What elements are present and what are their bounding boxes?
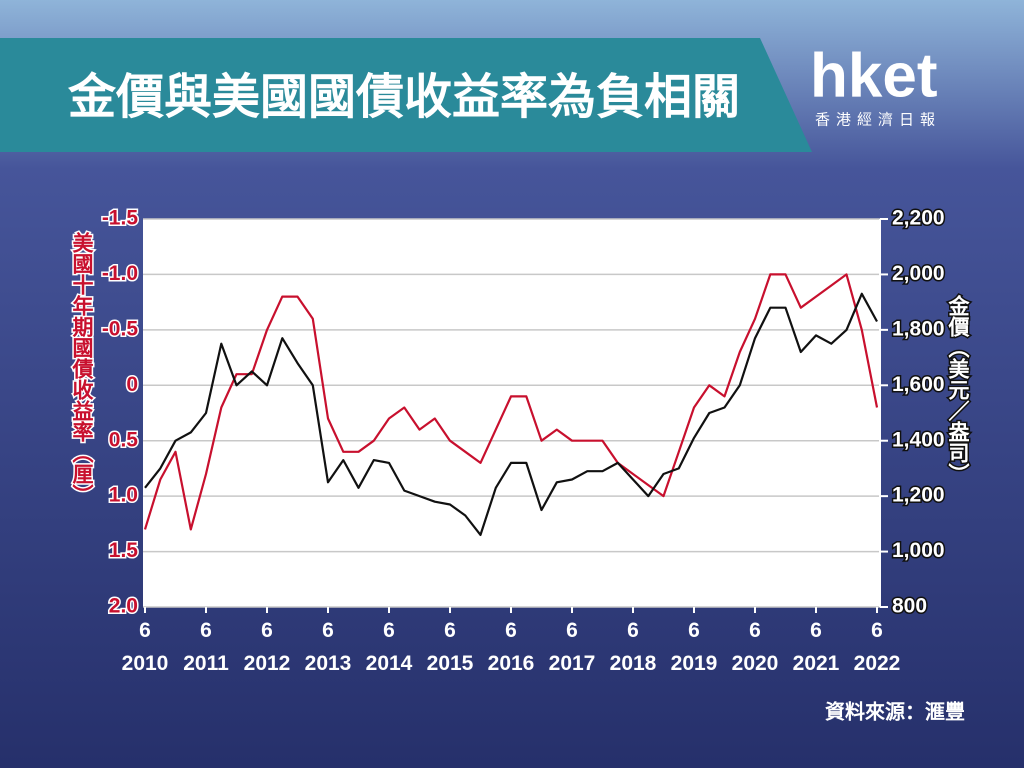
y2-axis-label: 金價（美元／盎司） bbox=[946, 294, 971, 484]
y-tick-label: 1.0 bbox=[109, 484, 138, 507]
y2-tick-label: 1,400 bbox=[892, 428, 945, 451]
x-tick-label: 2016 bbox=[488, 652, 535, 675]
x-tick-label: 2012 bbox=[244, 652, 291, 675]
logo: hket bbox=[810, 41, 937, 110]
x-tick-label: 2014 bbox=[366, 652, 413, 675]
x-tick-label: 6 bbox=[505, 619, 517, 642]
x-tick-label: 2010 bbox=[122, 652, 169, 675]
plot-area bbox=[143, 219, 880, 607]
title-banner bbox=[0, 38, 812, 152]
y2-tick-label: 1,000 bbox=[892, 539, 945, 562]
y-tick-label: 0.5 bbox=[109, 428, 139, 451]
x-tick-label: 6 bbox=[749, 619, 761, 642]
y-tick-label: 0 bbox=[126, 373, 138, 396]
y2-tick-label: 2,000 bbox=[892, 262, 945, 285]
x-tick-label: 6 bbox=[810, 619, 822, 642]
y2-tick-label: 1,600 bbox=[892, 373, 945, 396]
x-tick-label: 2013 bbox=[305, 652, 352, 675]
logo-subtitle: 香港經濟日報 bbox=[815, 111, 941, 129]
y-axis-label: 美國十年期國債收益率（厘） bbox=[70, 231, 95, 505]
y-tick-label: -0.5 bbox=[102, 317, 139, 340]
y-tick-label: 1.5 bbox=[109, 539, 139, 562]
y2-tick-label: 800 bbox=[892, 595, 927, 618]
y2-tick-label: 2,200 bbox=[892, 207, 945, 230]
y2-tick-label: 1,800 bbox=[892, 317, 945, 340]
y-tick-label: -1.5 bbox=[102, 207, 139, 230]
x-tick-label: 6 bbox=[871, 619, 883, 642]
x-tick-label: 2019 bbox=[671, 652, 718, 675]
x-tick-label: 2021 bbox=[793, 652, 840, 675]
x-tick-label: 2011 bbox=[183, 652, 229, 675]
y2-tick-label: 1,200 bbox=[892, 484, 945, 507]
x-tick-label: 6 bbox=[688, 619, 700, 642]
x-tick-label: 2022 bbox=[854, 652, 901, 675]
title: 金價與美國國債收益率為負相關 bbox=[67, 69, 740, 125]
x-tick-label: 2020 bbox=[732, 652, 779, 675]
x-tick-label: 6 bbox=[200, 619, 212, 642]
x-tick-label: 6 bbox=[261, 619, 273, 642]
x-tick-label: 2015 bbox=[427, 652, 474, 675]
x-tick-label: 6 bbox=[383, 619, 395, 642]
y-tick-label: -1.0 bbox=[102, 262, 138, 285]
x-tick-label: 6 bbox=[139, 619, 151, 642]
x-tick-label: 6 bbox=[322, 619, 334, 642]
source: 資料來源：滙豐 bbox=[825, 700, 965, 724]
x-tick-label: 2018 bbox=[610, 652, 657, 675]
line bbox=[144, 292, 878, 536]
x-tick-label: 6 bbox=[566, 619, 578, 642]
x-tick-label: 6 bbox=[627, 619, 639, 642]
x-tick-label: 2017 bbox=[549, 652, 596, 675]
x-tick-label: 6 bbox=[444, 619, 456, 642]
y-tick-label: 2.0 bbox=[109, 595, 138, 618]
line bbox=[143, 273, 879, 531]
